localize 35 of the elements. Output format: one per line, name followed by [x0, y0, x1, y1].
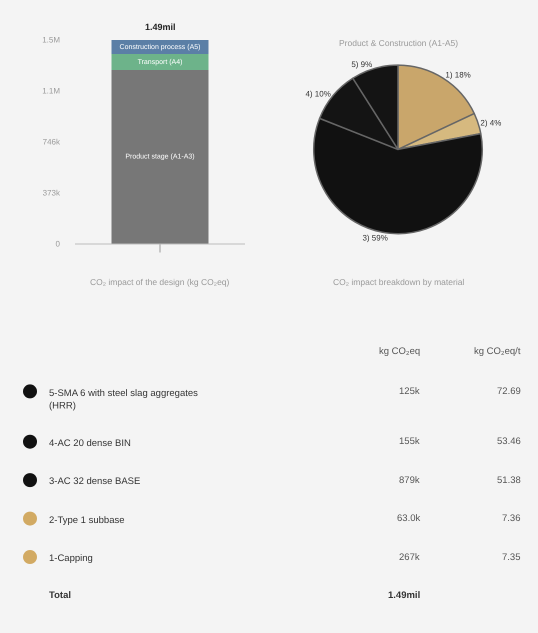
x-axis-title: CO₂ impact of the design (kg CO₂eq) [90, 277, 230, 287]
text: CO₂ impact breakdown by material [333, 277, 464, 287]
category-label: 2-Type 1 subbase [49, 515, 125, 526]
chart-title: Product & Construction (A1-A5) [339, 38, 458, 48]
slice-label: 2) 4% [480, 118, 502, 128]
y-tick-label: 373k [42, 188, 61, 198]
slice-label: 4) 10% [305, 89, 331, 98]
category-label: 5-SMA 6 with steel slag aggregates (HRR) [49, 388, 198, 412]
text: 155k [399, 436, 420, 447]
text: 879k [399, 475, 420, 486]
text: 1.49mil [145, 22, 176, 32]
bar [111, 54, 209, 70]
text: 125k [399, 386, 420, 397]
slice-label: 5) 9% [351, 60, 372, 69]
text: 51.38 [497, 475, 521, 486]
text: 7.36 [502, 513, 520, 524]
bar [111, 70, 209, 244]
category-label: 4-AC 20 dense BIN [49, 438, 131, 449]
y-tick-label: 1.1M [42, 86, 60, 96]
text: 1.49mil [388, 590, 420, 601]
y-tick-label: 746k [42, 137, 61, 146]
text: 267k [399, 552, 420, 563]
text: kg CO₂eq [379, 346, 420, 357]
slice-label: 3) 59% [362, 233, 388, 242]
category-label: 1-Capping [49, 553, 93, 564]
y-tick-label: 0 [56, 239, 61, 248]
text: 72.69 [497, 386, 521, 397]
text: Total [49, 590, 71, 601]
text: kg CO₂eq/t [474, 346, 521, 357]
slice-label: 1) 18% [445, 70, 471, 80]
text: 63.0k [397, 513, 420, 524]
category-label: 3-AC 32 dense BASE [49, 476, 140, 487]
text: 53.46 [497, 436, 521, 447]
text: 7.35 [502, 552, 520, 563]
y-tick-label: 1.5M [42, 35, 60, 44]
